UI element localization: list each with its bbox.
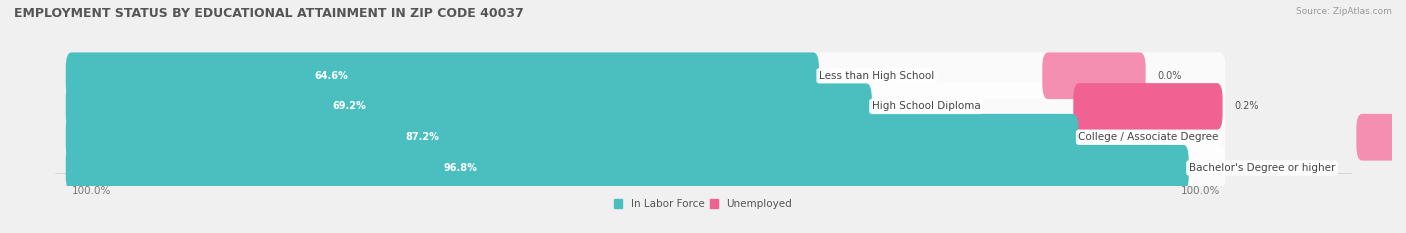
Legend: In Labor Force, Unemployed: In Labor Force, Unemployed bbox=[610, 195, 796, 213]
Text: 100.0%: 100.0% bbox=[1180, 186, 1220, 196]
FancyBboxPatch shape bbox=[66, 114, 1226, 161]
FancyBboxPatch shape bbox=[1357, 114, 1406, 161]
FancyBboxPatch shape bbox=[66, 52, 1226, 99]
Text: Less than High School: Less than High School bbox=[818, 71, 934, 81]
Text: 69.2%: 69.2% bbox=[333, 102, 367, 111]
Text: 0.2%: 0.2% bbox=[1234, 102, 1258, 111]
Text: Source: ZipAtlas.com: Source: ZipAtlas.com bbox=[1296, 7, 1392, 16]
FancyBboxPatch shape bbox=[66, 114, 1078, 161]
Text: 87.2%: 87.2% bbox=[405, 132, 439, 142]
FancyBboxPatch shape bbox=[66, 83, 872, 130]
Text: 64.6%: 64.6% bbox=[314, 71, 347, 81]
Text: High School Diploma: High School Diploma bbox=[872, 102, 980, 111]
Text: EMPLOYMENT STATUS BY EDUCATIONAL ATTAINMENT IN ZIP CODE 40037: EMPLOYMENT STATUS BY EDUCATIONAL ATTAINM… bbox=[14, 7, 524, 20]
FancyBboxPatch shape bbox=[66, 83, 1226, 130]
Text: 0.0%: 0.0% bbox=[1157, 71, 1181, 81]
Text: 96.8%: 96.8% bbox=[443, 163, 478, 173]
FancyBboxPatch shape bbox=[66, 145, 1188, 191]
FancyBboxPatch shape bbox=[66, 145, 1226, 191]
FancyBboxPatch shape bbox=[66, 52, 818, 99]
Text: College / Associate Degree: College / Associate Degree bbox=[1078, 132, 1219, 142]
FancyBboxPatch shape bbox=[1042, 52, 1146, 99]
FancyBboxPatch shape bbox=[1073, 83, 1223, 130]
Text: Bachelor's Degree or higher: Bachelor's Degree or higher bbox=[1188, 163, 1336, 173]
Text: 100.0%: 100.0% bbox=[72, 186, 111, 196]
